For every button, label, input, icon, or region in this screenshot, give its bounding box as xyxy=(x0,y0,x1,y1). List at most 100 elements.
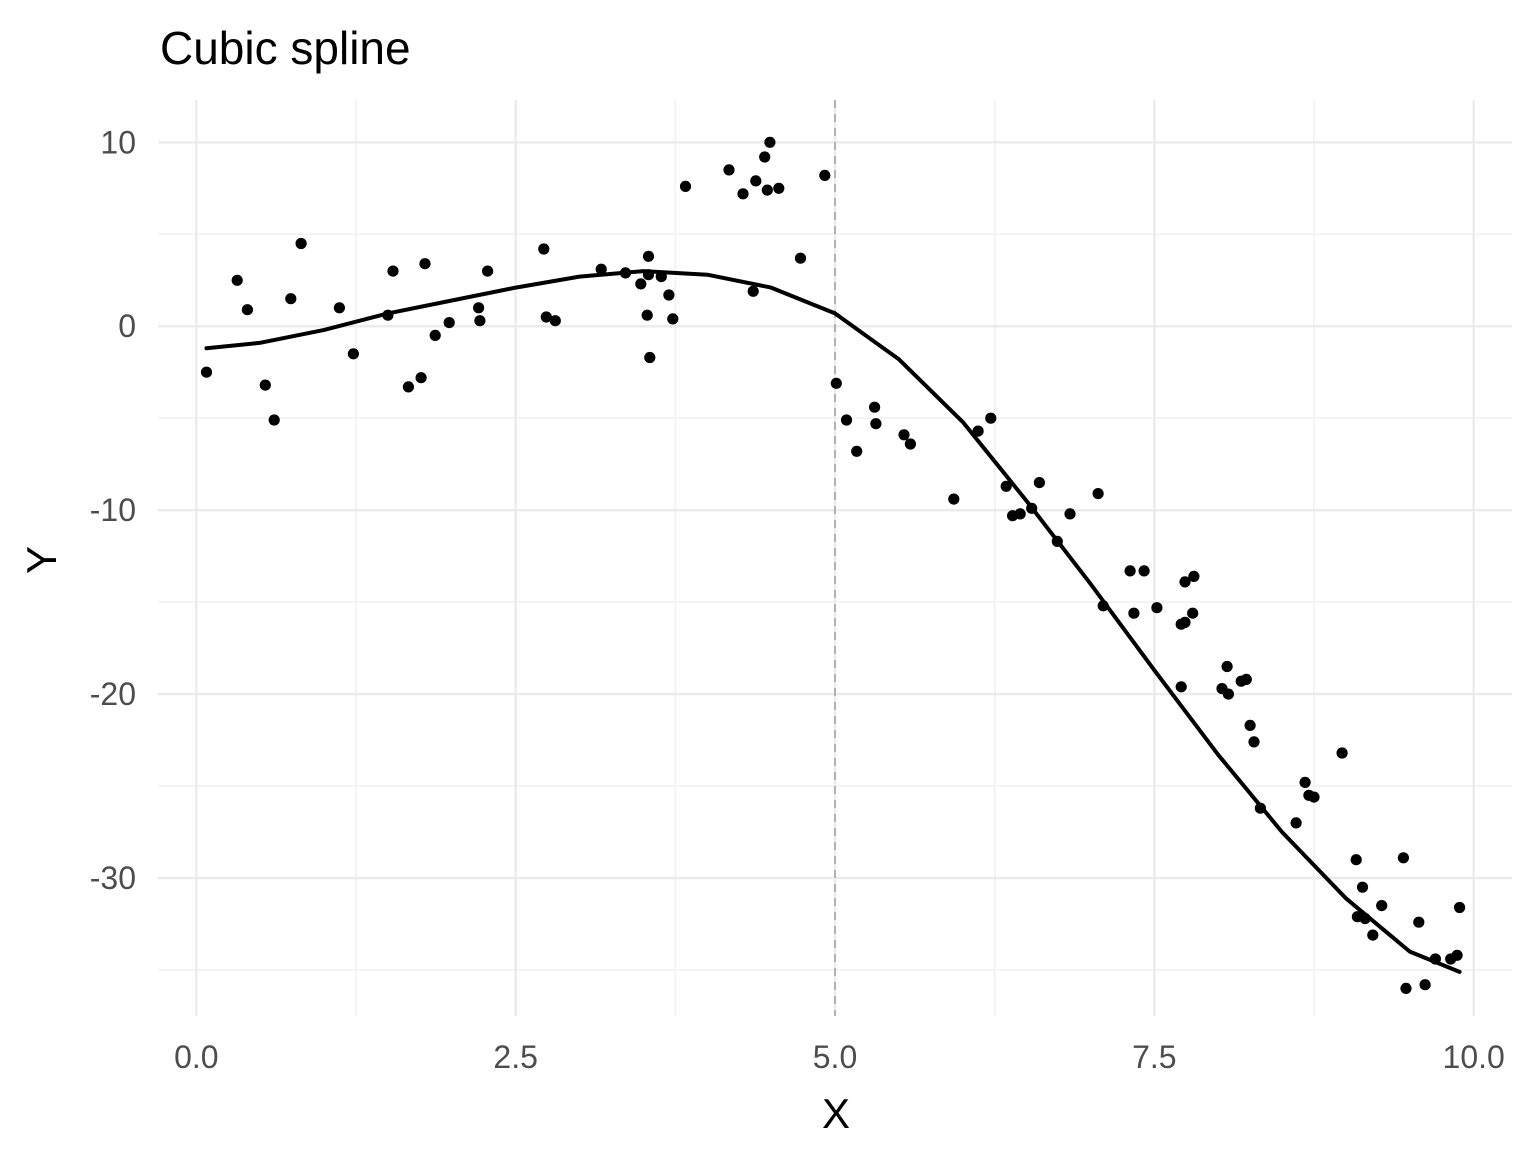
data-points-group xyxy=(200,136,1466,995)
data-point xyxy=(1188,570,1200,583)
data-point xyxy=(1138,565,1150,577)
data-point xyxy=(333,302,345,314)
data-point xyxy=(1359,912,1371,925)
data-point xyxy=(1451,949,1463,961)
data-point xyxy=(1179,576,1191,588)
data-point xyxy=(200,366,213,378)
data-point xyxy=(972,425,984,437)
data-point xyxy=(985,412,997,424)
x-tick-label: 5.0 xyxy=(813,1039,857,1075)
data-point xyxy=(1151,602,1163,614)
data-point xyxy=(1179,616,1191,629)
data-point xyxy=(231,274,243,286)
data-point xyxy=(1097,600,1109,612)
data-point xyxy=(473,302,485,314)
data-point xyxy=(1064,508,1076,520)
data-point xyxy=(285,293,297,305)
data-point xyxy=(679,180,692,192)
data-point xyxy=(1051,535,1063,548)
data-point xyxy=(387,265,399,277)
data-point xyxy=(429,329,441,341)
data-point xyxy=(268,414,280,426)
data-point xyxy=(1290,817,1302,829)
data-point xyxy=(415,372,427,384)
x-tick-label: 10.0 xyxy=(1443,1039,1505,1075)
data-point xyxy=(840,414,853,426)
data-point xyxy=(1254,802,1266,814)
data-point xyxy=(419,258,431,270)
data-point xyxy=(869,401,881,413)
x-tick-label: 2.5 xyxy=(493,1039,537,1075)
y-tick-label: -10 xyxy=(90,492,136,528)
data-point xyxy=(259,379,271,391)
data-point xyxy=(644,351,656,364)
data-point xyxy=(1240,673,1252,686)
data-point xyxy=(641,309,653,321)
y-axis-title: Y xyxy=(18,546,65,574)
spline-curve-group xyxy=(204,269,1462,974)
data-point xyxy=(794,252,807,264)
data-point xyxy=(241,304,253,316)
y-tick-label: 0 xyxy=(118,308,136,344)
data-point xyxy=(904,438,917,450)
data-point xyxy=(1376,900,1388,912)
data-point xyxy=(295,237,307,250)
y-tick-label: -30 xyxy=(90,860,136,896)
data-point xyxy=(595,263,607,275)
data-point xyxy=(1026,502,1038,514)
data-point xyxy=(773,182,785,194)
data-point xyxy=(1128,607,1140,619)
data-point xyxy=(898,429,910,441)
data-point xyxy=(1222,688,1234,700)
data-point xyxy=(1400,982,1412,995)
data-point xyxy=(549,315,561,327)
data-point xyxy=(1429,953,1441,965)
data-point xyxy=(830,377,842,389)
data-point xyxy=(642,250,655,262)
data-point xyxy=(635,278,647,290)
data-point xyxy=(737,188,749,200)
data-point xyxy=(870,418,882,430)
data-point xyxy=(723,164,735,176)
y-axis-ticks: 10 0 -10 -20 -30 xyxy=(90,124,136,896)
y-tick-label: 10 xyxy=(100,124,136,160)
grid-lines xyxy=(158,100,1512,1016)
data-point xyxy=(1014,508,1026,520)
data-point xyxy=(443,317,455,329)
x-tick-label: 0.0 xyxy=(174,1039,218,1075)
data-point xyxy=(851,445,863,457)
data-point xyxy=(750,175,762,187)
data-point xyxy=(761,184,773,196)
data-point xyxy=(948,493,960,505)
data-point xyxy=(759,151,771,163)
data-point xyxy=(747,285,759,297)
data-point xyxy=(1336,747,1348,759)
data-point xyxy=(1248,736,1260,748)
data-point xyxy=(1124,565,1136,577)
data-point xyxy=(1033,477,1045,489)
data-point xyxy=(655,271,667,283)
data-point xyxy=(482,265,494,277)
data-point xyxy=(819,169,831,181)
data-point xyxy=(1244,719,1256,732)
data-point xyxy=(1221,660,1233,673)
x-tick-label: 7.5 xyxy=(1132,1039,1176,1075)
data-point xyxy=(667,313,679,325)
chart-title: Cubic spline xyxy=(160,22,411,74)
data-point xyxy=(764,136,776,148)
data-point xyxy=(1187,607,1199,619)
data-point xyxy=(538,243,550,255)
data-point xyxy=(1175,681,1187,693)
data-point xyxy=(1367,929,1379,941)
data-point xyxy=(642,269,655,281)
data-point xyxy=(347,348,359,360)
data-point xyxy=(1350,854,1362,866)
data-point xyxy=(1454,901,1466,914)
data-point xyxy=(402,381,414,393)
data-point xyxy=(663,289,675,301)
data-point xyxy=(382,309,394,321)
data-point xyxy=(1308,791,1320,803)
data-point xyxy=(474,315,486,327)
data-point xyxy=(1413,916,1425,928)
